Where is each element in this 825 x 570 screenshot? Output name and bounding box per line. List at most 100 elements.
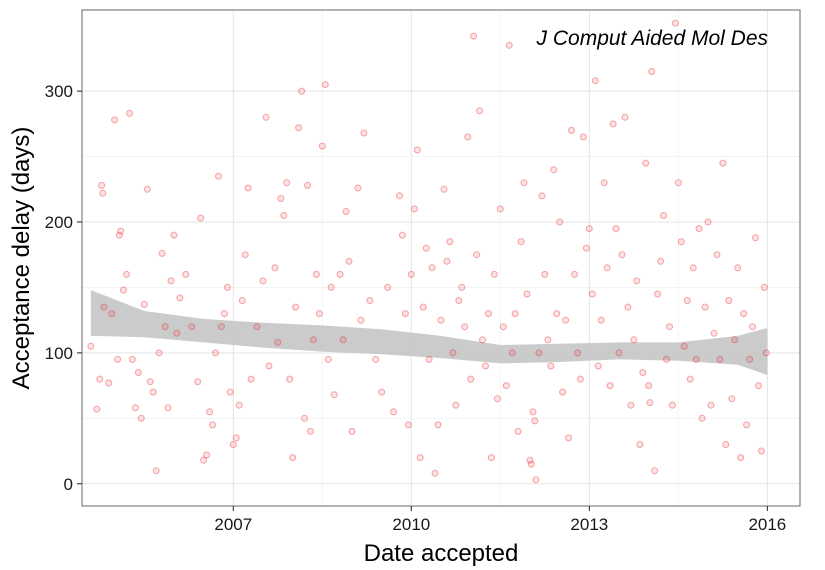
data-point [425,355,433,363]
data-point [618,251,626,259]
data-point [686,375,694,383]
data-point [660,212,667,219]
data-point [666,323,673,331]
data-point [342,208,350,215]
data-point [544,336,552,344]
data-point [117,227,125,235]
data-point [704,218,712,226]
data-point [571,270,578,278]
data-point [455,297,463,304]
data-point [485,310,492,318]
data-point [289,454,297,462]
data-point [209,421,216,429]
data-point [304,181,311,189]
data-point [520,179,528,187]
data-point [223,283,231,291]
data-point [413,146,421,154]
data-point [757,447,765,455]
data-point [354,184,362,192]
data-point [206,408,214,416]
data-point [668,401,676,409]
data-point [527,460,535,468]
data-point [760,283,768,291]
data-point [247,375,255,383]
data-point [582,244,590,252]
data-point [562,316,570,324]
data-point [440,185,448,193]
data-point [579,133,587,141]
data-point [559,388,567,396]
smooth-band-layer [90,290,768,376]
data-point [152,467,160,475]
data-points [87,19,770,484]
data-point [217,323,225,331]
data-point [547,362,555,370]
data-point [108,310,116,318]
data-point [404,421,412,429]
data-point [621,113,629,121]
data-point [410,205,418,213]
data-point [161,323,169,331]
data-point [496,205,504,213]
data-point [701,303,709,311]
data-point [280,212,288,219]
plot-border [81,9,801,507]
data-point [220,310,228,318]
data-point [476,107,484,115]
data-point [550,166,558,174]
data-point [401,310,409,318]
data-point [523,290,531,298]
data-point [398,231,406,239]
data-point [585,225,593,233]
data-point [390,408,397,416]
data-point [467,375,475,383]
data-point [407,270,415,278]
data-point [689,264,697,272]
data-point [565,434,573,442]
data-point [603,264,611,272]
data-point [259,277,267,285]
data-point [345,257,353,265]
data-point [752,234,759,242]
x-tick-label: 2007 [214,515,252,534]
y-tick-label: 200 [45,213,73,232]
data-point [615,349,623,357]
x-tick-label: 2013 [570,515,608,534]
data-point [663,355,670,363]
data-point [633,277,641,285]
data-point [309,336,317,344]
data-point [645,382,653,390]
data-point [321,81,329,89]
data-point [541,270,549,278]
x-tick-label: 2010 [392,515,430,534]
data-point [594,362,602,370]
y-axis-ticks: 0 100 200 300 [45,82,82,494]
data-point [327,283,335,291]
data-point [360,129,368,137]
data-point [298,87,306,95]
data-point [188,323,196,331]
data-point [612,225,620,233]
data-point [105,379,113,387]
data-point [182,270,190,278]
data-point [200,456,208,464]
data-point [229,441,237,448]
data-point [556,218,564,226]
data-point [576,375,584,383]
data-point [538,192,546,200]
data-point [743,421,751,429]
data-point [419,303,427,311]
data-point [167,277,175,285]
data-point [464,133,472,141]
data-point [158,249,166,257]
x-axis-title: Date accepted [364,540,519,567]
data-point [115,231,123,239]
data-point [339,336,347,344]
data-point [336,270,344,278]
data-point [452,401,460,409]
data-point [111,116,119,124]
data-point [283,179,291,187]
data-point [642,159,650,167]
data-point [357,316,365,324]
